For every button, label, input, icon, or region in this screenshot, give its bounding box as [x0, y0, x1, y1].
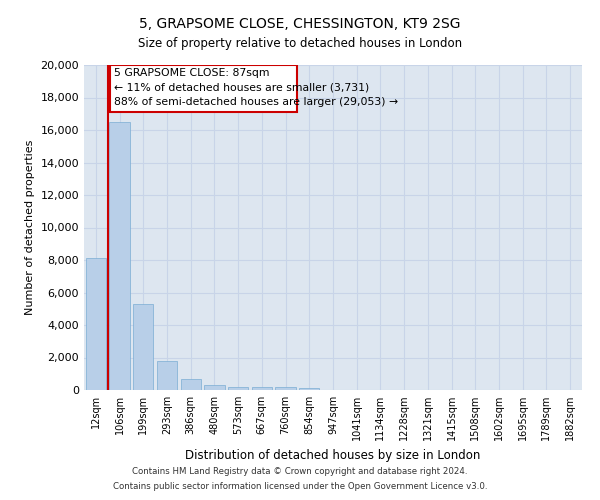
Text: Contains public sector information licensed under the Open Government Licence v3: Contains public sector information licen…: [113, 482, 487, 491]
Text: 5 GRAPSOME CLOSE: 87sqm
← 11% of detached houses are smaller (3,731)
88% of semi: 5 GRAPSOME CLOSE: 87sqm ← 11% of detache…: [115, 68, 398, 107]
Bar: [133, 304, 154, 390]
Bar: [205, 384, 224, 390]
Bar: [181, 380, 201, 390]
Bar: [299, 388, 319, 390]
Text: Size of property relative to detached houses in London: Size of property relative to detached ho…: [138, 38, 462, 51]
Bar: [252, 388, 272, 390]
Y-axis label: Number of detached properties: Number of detached properties: [25, 140, 35, 315]
Text: 5, GRAPSOME CLOSE, CHESSINGTON, KT9 2SG: 5, GRAPSOME CLOSE, CHESSINGTON, KT9 2SG: [139, 18, 461, 32]
Bar: [228, 387, 248, 390]
X-axis label: Distribution of detached houses by size in London: Distribution of detached houses by size …: [185, 448, 481, 462]
Bar: [275, 387, 296, 390]
Bar: [157, 361, 177, 390]
Bar: [110, 65, 297, 112]
Text: Contains HM Land Registry data © Crown copyright and database right 2024.: Contains HM Land Registry data © Crown c…: [132, 467, 468, 476]
Bar: [109, 122, 130, 390]
Bar: [86, 258, 106, 390]
